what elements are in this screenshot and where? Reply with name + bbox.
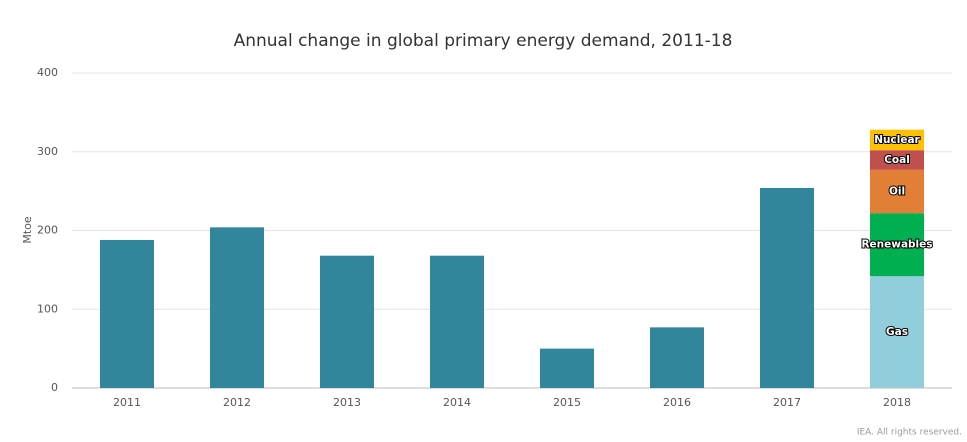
bar-segment	[650, 327, 704, 388]
y-tick-label: 100	[37, 302, 58, 315]
y-tick-label: 0	[51, 381, 58, 394]
x-tick-label: 2015	[553, 396, 581, 409]
x-tick-label: 2013	[333, 396, 361, 409]
bar-segment	[870, 276, 924, 388]
bar-segment	[870, 150, 924, 170]
bar-segment	[870, 213, 924, 277]
source-note: IEA. All rights reserved.	[857, 428, 962, 438]
bar-segment	[210, 227, 264, 388]
bar-segment	[870, 169, 924, 214]
x-tick-label: 2011	[113, 396, 141, 409]
bar-segment	[430, 255, 484, 388]
chart-title: Annual change in global primary energy d…	[234, 31, 733, 51]
segment-label: Oil	[889, 186, 905, 198]
segment-label: Gas	[886, 326, 908, 338]
y-tick-label: 400	[37, 66, 58, 79]
segment-label: Nuclear	[874, 134, 920, 146]
bar-segment	[870, 129, 924, 151]
bar-segment	[100, 239, 154, 388]
y-tick-label: 300	[37, 145, 58, 158]
segment-label: Renewables	[861, 239, 932, 251]
x-tick-label: 2016	[663, 396, 691, 409]
y-tick-label: 200	[37, 224, 58, 237]
x-tick-label: 2018	[883, 396, 911, 409]
bar-segment	[760, 187, 814, 388]
x-tick-label: 2014	[443, 396, 471, 409]
segment-label: Coal	[884, 154, 910, 166]
x-tick-label: 2017	[773, 396, 801, 409]
x-tick-label: 2012	[223, 396, 251, 409]
y-axis-label: Mtoe	[21, 216, 34, 244]
bar-segment	[320, 255, 374, 388]
bar-segment	[540, 348, 594, 388]
